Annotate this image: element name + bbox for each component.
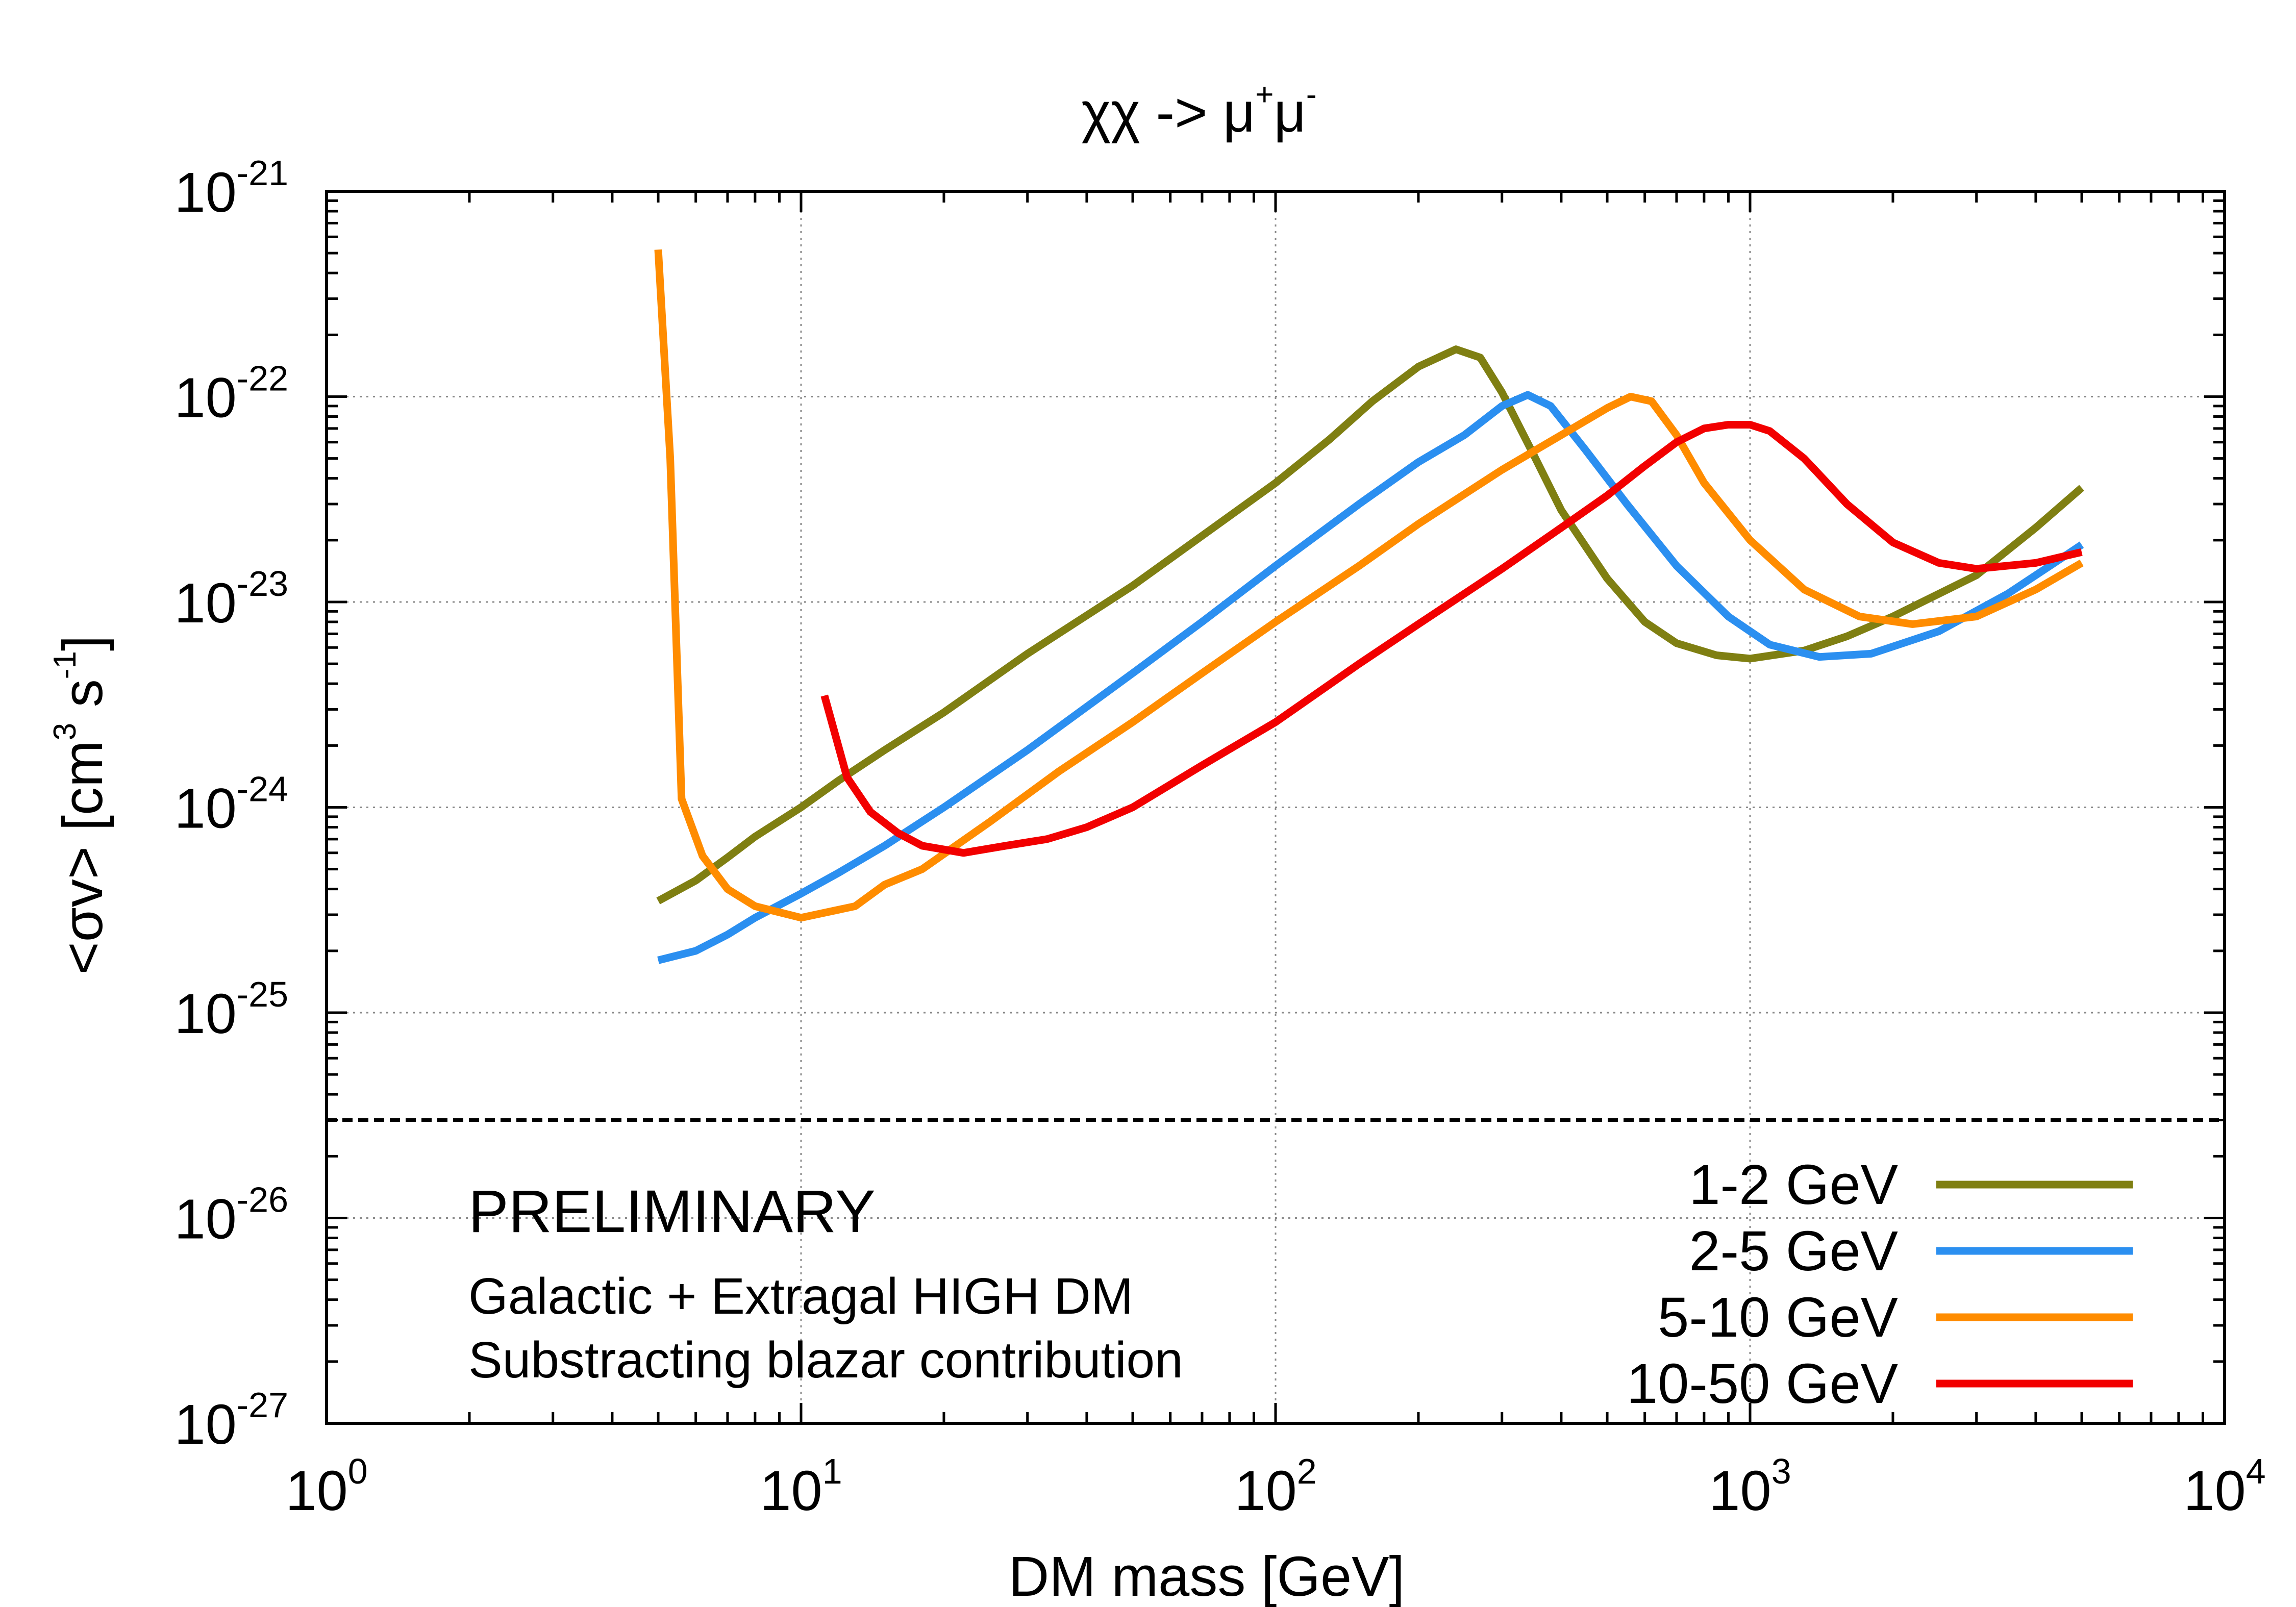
legend-label-0: 1-2 GeV xyxy=(1689,1153,1898,1216)
series-line-2-5-gev xyxy=(657,391,2084,964)
x-tick-labels: 100 101 102 103 104 xyxy=(285,1451,2265,1522)
preliminary-label: PRELIMINARY xyxy=(468,1178,876,1245)
series-line-5-10-gev xyxy=(654,249,2084,922)
x-tick-label-3: 103 xyxy=(1709,1451,1791,1522)
x-tick-label-4: 104 xyxy=(2183,1451,2265,1522)
annotation-line-1: Galactic + Extragal HIGH DM xyxy=(468,1268,1133,1325)
legend-label-3: 10-50 GeV xyxy=(1627,1352,1898,1415)
ticks-group xyxy=(325,191,2225,1425)
x-tick-label-1: 101 xyxy=(760,1451,842,1522)
y-tick-labels: 10-21 10-22 10-23 10-24 10-25 10-26 10-27 xyxy=(174,153,288,1456)
y-tick-label--24: 10-24 xyxy=(174,769,288,840)
y-tick-label--27: 10-27 xyxy=(174,1385,288,1456)
y-tick-label--22: 10-22 xyxy=(174,359,288,430)
annotation-line-2: Substracting blazar contribution xyxy=(468,1332,1183,1389)
chart-title: χχ -> μ+μ- xyxy=(1081,77,1316,144)
legend-label-2: 5-10 GeV xyxy=(1658,1286,1898,1349)
legend-label-1: 2-5 GeV xyxy=(1689,1220,1898,1283)
y-axis-label: <σv> [cm3 s-1] xyxy=(47,636,114,975)
y-tick-label--23: 10-23 xyxy=(174,564,288,635)
grid-lines xyxy=(327,191,2225,1423)
x-tick-label-0: 100 xyxy=(285,1451,367,1522)
series-group xyxy=(654,249,2084,964)
y-tick-label--26: 10-26 xyxy=(174,1180,288,1251)
series-line-10-50-gev xyxy=(820,421,2083,857)
y-tick-label--25: 10-25 xyxy=(174,974,288,1045)
y-tick-label--21: 10-21 xyxy=(174,153,288,224)
x-tick-label-2: 102 xyxy=(1234,1451,1316,1522)
x-axis-label: DM mass [GeV] xyxy=(1009,1545,1405,1607)
